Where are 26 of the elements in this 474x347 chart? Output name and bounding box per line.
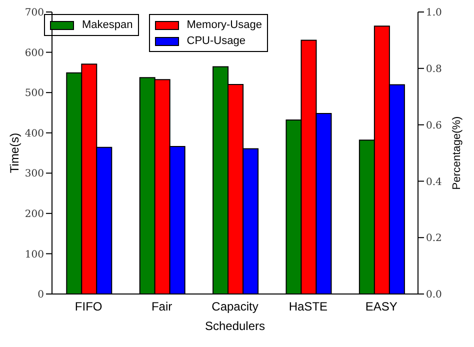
x-tick-label: Capacity: [212, 300, 258, 314]
legend-frame: Makespan: [44, 14, 139, 36]
y-tick-label: 500: [24, 88, 44, 100]
x-axis-title: Schedulers: [204, 319, 266, 333]
y2-tick-label: 0.0: [426, 290, 442, 301]
y2-tick-label: 0.8: [426, 64, 442, 75]
y2-tick-label: 0.4: [426, 176, 442, 188]
x-tick-label: EASY: [365, 300, 398, 314]
y-axis-title: Time(s): [7, 132, 22, 174]
x-tick-label: Fair: [151, 300, 172, 314]
legend-label: Makespan: [82, 18, 133, 33]
y2-axis-title: Percentage(%): [450, 116, 463, 190]
y-tick-label: 600: [24, 48, 44, 59]
y-tick-label: 200: [24, 208, 44, 220]
y2-tick-label: 0.6: [426, 120, 442, 132]
x-tick-label: HaSTE: [288, 300, 328, 314]
x-tick-label: FIFO: [74, 300, 102, 314]
y-tick-label: 0: [38, 290, 44, 301]
legend-label: CPU-Usage: [186, 34, 246, 49]
y-tick-label: 300: [24, 168, 44, 180]
y2-tick-label: 0.2: [426, 233, 442, 244]
y-tick-label: 100: [24, 249, 44, 260]
y2-tick-label: 1.0: [426, 8, 442, 19]
y-tick-label: 700: [24, 8, 44, 19]
y-tick-label: 400: [24, 128, 44, 140]
legend-label: Memory-Usage: [186, 18, 262, 33]
